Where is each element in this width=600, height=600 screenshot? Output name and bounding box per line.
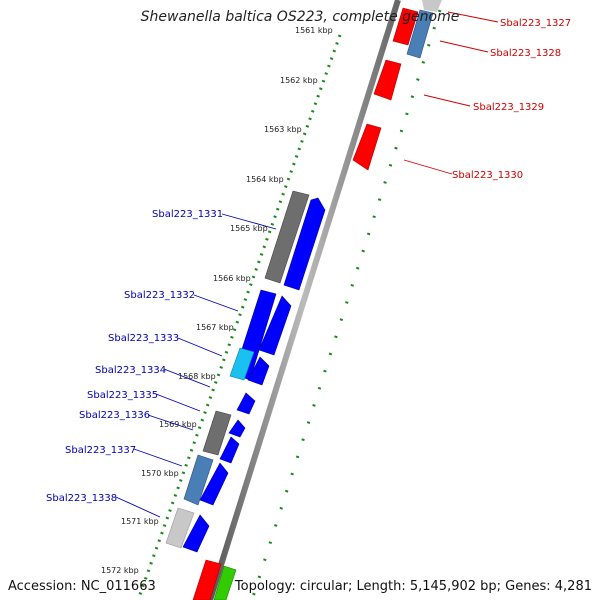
gene-label[interactable]: Sbal223_1329 (473, 102, 544, 113)
gene-sbal223-1330[interactable] (352, 123, 382, 171)
gene-sbal223-1337-outer[interactable] (183, 454, 214, 506)
gene-sbal223-1332[interactable] (258, 295, 292, 356)
gene-partial-red[interactable] (192, 559, 222, 600)
tick-label: 1564 kbp (246, 175, 284, 184)
reverse-gene-labels: Sbal223_1327 Sbal223_1328 Sbal223_1329 S… (452, 18, 571, 181)
gene-sbal223-1334[interactable] (247, 356, 270, 386)
gene-sbal223-1336-outer[interactable] (202, 410, 232, 456)
gene-sbal223-1327[interactable] (392, 7, 419, 46)
gene-partial-green[interactable] (213, 565, 237, 600)
tick-label: 1563 kbp (264, 125, 302, 134)
gene-sbal223-1338[interactable] (182, 514, 210, 553)
gene-sbal223-1337[interactable] (199, 462, 229, 506)
gene-label[interactable]: Sbal223_1330 (452, 170, 523, 181)
genome-backbone (207, 0, 401, 600)
tick-label: 1566 kbp (213, 274, 251, 283)
gene-label[interactable]: Sbal223_1335 (87, 390, 158, 401)
gene-sbal223-1336[interactable] (228, 419, 246, 438)
tick-label: 1568 kbp (178, 372, 216, 381)
gene-label[interactable]: Sbal223_1328 (490, 48, 561, 59)
tick-label: 1570 kbp (141, 469, 179, 478)
forward-genes (165, 190, 326, 600)
gene-sbal223-1333[interactable] (229, 347, 255, 381)
gene-label[interactable]: Sbal223_1332 (124, 290, 195, 301)
tick-labels: 1561 kbp 1562 kbp 1563 kbp 1564 kbp 1565… (101, 26, 333, 575)
gene-label[interactable]: Sbal223_1331 (152, 209, 223, 220)
tick-label: 1561 kbp (295, 26, 333, 35)
gene-sbal223-1331-outer[interactable] (264, 190, 310, 284)
gene-label[interactable]: Sbal223_1333 (108, 333, 179, 344)
gene-sbal223-1336b[interactable] (219, 436, 240, 464)
gene-label[interactable]: Sbal223_1337 (65, 445, 136, 456)
tick-label: 1567 kbp (196, 323, 234, 332)
gene-sbal223-1338-outer[interactable] (165, 507, 195, 549)
map-title: Shewanella baltica OS223, complete genom… (140, 9, 460, 25)
topology-text: Topology: circular; Length: 5,145,902 bp… (234, 579, 592, 594)
tick-label: 1572 kbp (101, 566, 139, 575)
accession-text: Accession: NC_011663 (8, 579, 156, 594)
gene-sbal223-1329[interactable] (373, 59, 402, 101)
gene-label[interactable]: Sbal223_1336 (79, 410, 150, 421)
forward-gene-labels: Sbal223_1331 Sbal223_1332 Sbal223_1333 S… (46, 209, 223, 504)
reverse-genes (352, 0, 442, 171)
tick-label: 1565 kbp (230, 224, 268, 233)
gene-sbal223-1331[interactable] (283, 197, 326, 291)
gene-label[interactable]: Sbal223_1327 (500, 18, 571, 29)
tick-label: 1562 kbp (280, 76, 318, 85)
gene-sbal223-1335[interactable] (236, 392, 256, 415)
gene-sbal223-1327-head[interactable] (422, 0, 442, 12)
label-connectors (115, 11, 499, 518)
gene-sbal223-1328[interactable] (406, 9, 434, 59)
tick-label: 1571 kbp (121, 517, 159, 526)
gene-label[interactable]: Sbal223_1334 (95, 365, 166, 376)
gene-label[interactable]: Sbal223_1338 (46, 493, 117, 504)
